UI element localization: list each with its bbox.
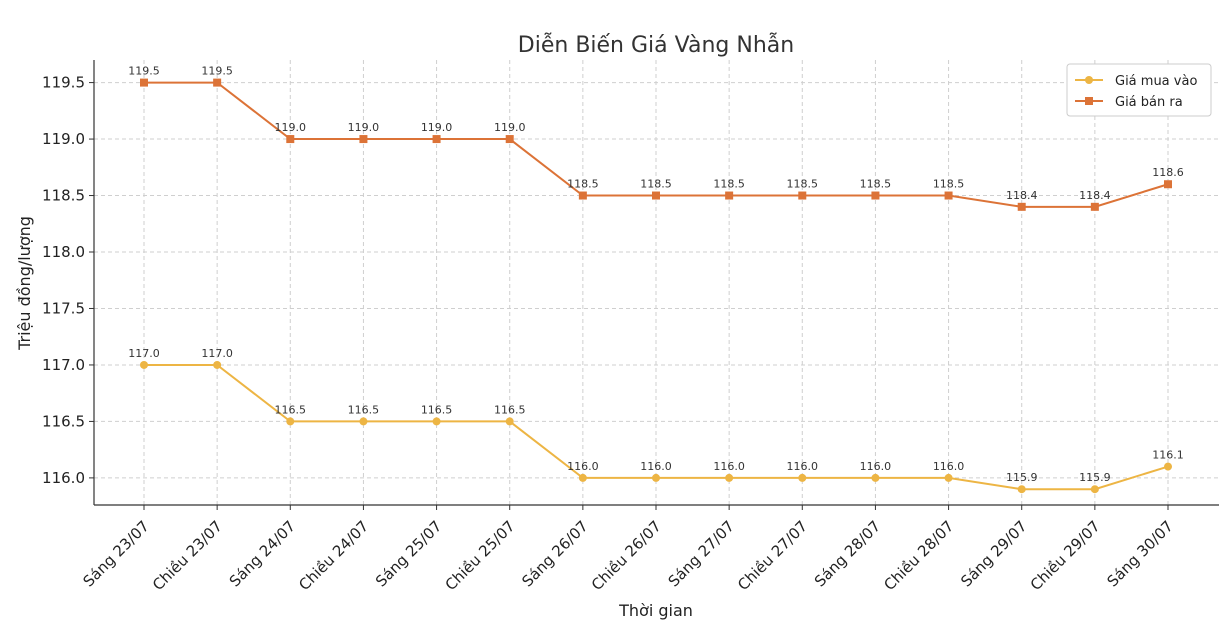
data-point xyxy=(286,417,295,426)
data-point xyxy=(1090,202,1099,211)
y-tick-label: 116.0 xyxy=(42,469,85,487)
data-point xyxy=(432,417,441,426)
data-label: 118.5 xyxy=(640,178,672,191)
data-label: 117.0 xyxy=(128,347,160,360)
data-label: 116.0 xyxy=(640,460,672,473)
data-label: 119.0 xyxy=(494,121,526,134)
data-label: 116.0 xyxy=(860,460,892,473)
legend-marker xyxy=(1085,76,1093,84)
data-label: 116.5 xyxy=(275,403,307,416)
data-label: 116.0 xyxy=(567,460,599,473)
data-point xyxy=(652,191,660,200)
y-tick-label: 119.0 xyxy=(42,130,85,148)
data-label: 118.5 xyxy=(860,178,892,191)
y-tick-label: 117.0 xyxy=(42,356,85,374)
series-layer: 117.0 117.0 116.5 116.5 116.5 116.5 116.0 116.0… xyxy=(128,65,1184,494)
data-point xyxy=(944,191,953,200)
data-label: 118.5 xyxy=(787,178,819,191)
data-point xyxy=(505,417,514,426)
data-label: 118.5 xyxy=(933,178,965,191)
y-tick-label: 118.5 xyxy=(42,187,85,205)
data-point xyxy=(1090,485,1099,494)
data-label: 118.4 xyxy=(1079,189,1111,202)
data-label: 119.0 xyxy=(275,121,307,134)
data-point xyxy=(213,78,222,87)
data-point xyxy=(1017,485,1026,494)
y-tick-label: 116.5 xyxy=(42,412,85,430)
data-label: 116.5 xyxy=(421,403,453,416)
y-tick-label: 119.5 xyxy=(42,74,85,92)
legend-label: Giá mua vào xyxy=(1115,74,1197,89)
data-label: 118.6 xyxy=(1152,166,1184,179)
data-label: 118.4 xyxy=(1006,189,1038,202)
data-point xyxy=(944,473,953,482)
legend-marker xyxy=(1085,97,1093,105)
data-label: 116.0 xyxy=(933,460,965,473)
chart-title: Diễn Biến Giá Vàng Nhẫn xyxy=(518,32,794,58)
data-label: 118.5 xyxy=(713,178,745,191)
data-point xyxy=(1164,462,1172,471)
data-point xyxy=(505,135,514,144)
data-label: 116.5 xyxy=(348,403,380,416)
legend-label: Giá bán ra xyxy=(1115,95,1183,110)
data-point xyxy=(1164,180,1172,189)
data-label: 118.5 xyxy=(567,178,599,191)
data-point xyxy=(286,135,295,144)
data-label: 116.5 xyxy=(494,403,526,416)
data-point xyxy=(213,360,222,369)
data-point xyxy=(140,78,148,87)
data-label: 115.9 xyxy=(1006,471,1038,484)
data-point xyxy=(359,417,368,426)
data-point xyxy=(725,191,734,200)
data-point xyxy=(798,191,807,200)
data-point xyxy=(1017,202,1026,211)
legend-box xyxy=(1066,63,1212,117)
data-point xyxy=(432,135,441,144)
x-axis-title: Thời gian xyxy=(618,601,693,620)
data-label: 119.5 xyxy=(128,65,160,78)
data-point xyxy=(359,135,368,144)
data-label: 116.0 xyxy=(787,460,819,473)
y-axis-ticks: 116.0 116.5 117.0 117.5 118.0 118.5 119.0 119.5 xyxy=(42,74,94,487)
data-label: 115.9 xyxy=(1079,471,1111,484)
y-axis-title: Triệu đồng/lượng xyxy=(15,216,34,351)
data-label: 119.0 xyxy=(421,121,453,134)
data-point xyxy=(578,473,587,482)
data-point xyxy=(652,473,660,482)
data-point xyxy=(798,473,807,482)
data-label: 119.5 xyxy=(201,65,233,78)
data-point xyxy=(871,473,880,482)
data-point xyxy=(578,191,587,200)
y-tick-label: 118.0 xyxy=(42,243,85,261)
data-label: 119.0 xyxy=(348,121,380,134)
data-point xyxy=(140,360,148,369)
data-label: 116.1 xyxy=(1152,449,1184,462)
data-point xyxy=(725,473,734,482)
data-label: 116.0 xyxy=(713,460,745,473)
y-tick-label: 117.5 xyxy=(42,299,85,317)
legend: Giá mua vào Giá bán ra xyxy=(1066,63,1212,117)
data-point xyxy=(871,191,880,200)
data-label: 117.0 xyxy=(201,347,233,360)
